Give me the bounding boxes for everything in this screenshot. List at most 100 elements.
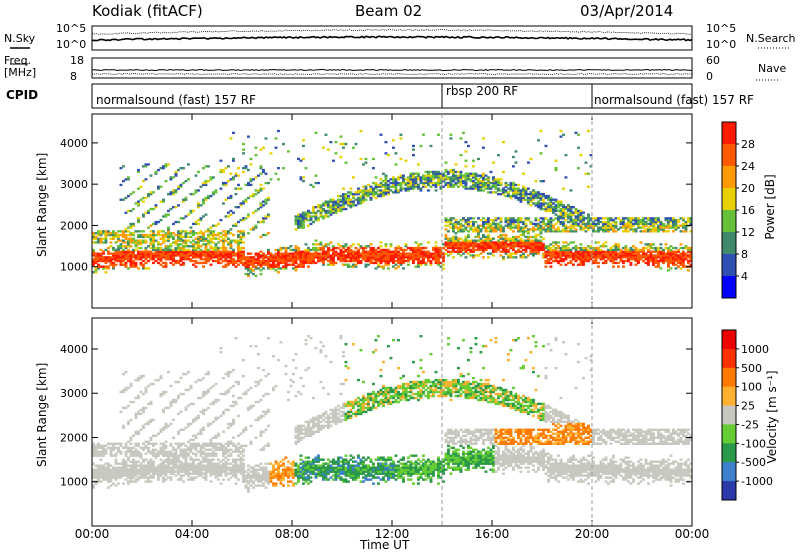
range-gate-cell — [632, 254, 635, 257]
range-gate-cell — [529, 198, 533, 201]
range-gate-cell — [244, 198, 248, 201]
range-gate-cell — [597, 261, 600, 265]
range-gate-cell — [447, 250, 450, 253]
range-gate-cell — [294, 258, 298, 261]
range-gate-cell — [392, 178, 395, 181]
range-gate-cell — [112, 232, 115, 235]
cpid-frame — [91, 83, 693, 109]
range-gate-cell — [224, 239, 228, 242]
range-gate-cell — [472, 228, 475, 231]
range-gate-cell — [372, 246, 375, 250]
range-gate-cell — [269, 259, 273, 263]
range-gate-cell — [379, 245, 383, 248]
range-gate-cell — [307, 252, 310, 255]
range-gate-cell — [539, 235, 543, 239]
range-gate-cell — [489, 237, 493, 240]
range-gate-cell — [462, 246, 465, 250]
range-gate-cell — [504, 181, 508, 185]
range-gate-cell — [219, 187, 223, 190]
range-gate-cell — [132, 239, 135, 242]
range-gate-cell — [492, 226, 495, 229]
range-gate-cell — [327, 148, 330, 151]
range-gate-cell — [382, 258, 385, 261]
range-gate-cell — [407, 181, 410, 185]
range-gate-cell — [262, 146, 265, 149]
range-gate-cell — [594, 256, 598, 259]
range-gate-cell — [169, 256, 173, 259]
range-gate-cell — [679, 256, 683, 259]
range-gate-cell — [519, 219, 523, 222]
range-gate-cell — [412, 154, 415, 157]
range-gate-cell — [114, 232, 118, 235]
range-gate-cell — [492, 246, 495, 250]
range-gate-cell — [172, 418, 175, 422]
range-gate-cell — [107, 265, 110, 268]
range-gate-cell — [504, 224, 508, 227]
range-gate-cell — [417, 252, 420, 255]
range-gate-cell — [317, 256, 320, 259]
range-gate-cell — [412, 258, 415, 261]
range-gate-cell — [577, 254, 580, 257]
range-gate-cell — [584, 258, 588, 261]
range-gate-cell — [614, 250, 618, 253]
range-gate-cell — [144, 472, 148, 475]
range-gate-cell — [152, 243, 155, 246]
range-gate-cell — [362, 194, 365, 198]
range-gate-cell — [269, 258, 273, 261]
range-gate-cell — [102, 452, 105, 455]
range-gate-cell — [649, 224, 653, 227]
range-gate-cell — [182, 448, 185, 451]
range-gate-cell — [164, 250, 168, 253]
range-gate-cell — [307, 259, 310, 263]
range-gate-cell — [562, 220, 565, 224]
range-gate-cell — [234, 252, 238, 255]
range-gate-cell — [689, 219, 693, 222]
range-gate-cell — [474, 230, 478, 233]
range-gate-cell — [169, 454, 173, 457]
range-gate-cell — [207, 239, 210, 242]
range-gate-cell — [199, 237, 203, 240]
range-gate-cell — [97, 267, 100, 270]
range-gate-cell — [637, 259, 640, 263]
range-gate-cell — [307, 209, 310, 213]
range-gate-cell — [154, 454, 158, 457]
range-gate-cell — [422, 252, 425, 255]
range-gate-cell — [449, 241, 453, 244]
range-gate-cell — [667, 269, 670, 272]
range-gate-cell — [102, 232, 105, 235]
range-gate-cell — [174, 448, 178, 451]
range-gate-cell — [344, 200, 348, 203]
range-gate-cell — [452, 241, 455, 244]
range-gate-cell — [639, 230, 643, 233]
range-gate-cell — [522, 226, 525, 229]
range-gate-cell — [637, 248, 640, 252]
range-gate-cell — [424, 263, 428, 266]
range-gate-cell — [174, 450, 178, 453]
range-gate-cell — [257, 261, 260, 265]
range-gate-cell — [459, 230, 463, 233]
range-gate-cell — [302, 213, 305, 216]
range-gate-cell — [144, 246, 148, 250]
range-gate-cell — [582, 259, 585, 263]
range-gate-cell — [537, 206, 540, 209]
range-gate-cell — [357, 202, 360, 205]
range-gate-cell — [647, 219, 650, 222]
range-gate-cell — [659, 228, 663, 231]
range-gate-cell — [507, 194, 510, 198]
range-gate-cell — [582, 248, 585, 252]
range-gate-cell — [632, 230, 635, 233]
range-gate-cell — [669, 267, 673, 270]
range-gate-cell — [117, 446, 120, 449]
range-gate-cell — [374, 185, 378, 188]
range-gate-cell — [524, 191, 528, 194]
range-gate-cell — [109, 480, 113, 483]
range-gate-cell — [282, 252, 285, 255]
range-gate-cell — [309, 256, 313, 259]
range-gate-cell — [194, 222, 198, 226]
range-gate-cell — [649, 250, 653, 253]
range-gate-cell — [487, 233, 490, 237]
range-gate-cell — [507, 250, 510, 253]
range-gate-cell — [544, 217, 548, 220]
range-gate-cell — [167, 258, 170, 261]
range-gate-cell — [569, 226, 573, 229]
